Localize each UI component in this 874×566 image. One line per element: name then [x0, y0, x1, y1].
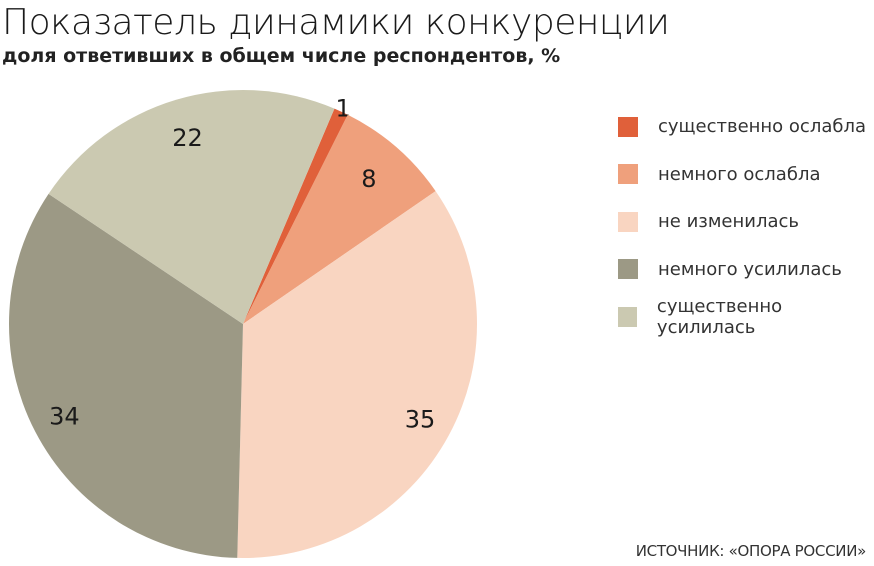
source-note: ИСТОЧНИК: «ОПОРА РОССИИ» — [635, 542, 867, 560]
data-label: 35 — [405, 406, 436, 434]
pie-slice — [243, 108, 348, 324]
pie-slice — [243, 114, 436, 324]
legend-item: существенно усилилась — [618, 293, 874, 341]
legend-label: немного ослабла — [658, 163, 821, 185]
pie-slice — [48, 90, 335, 324]
pie-slice — [237, 191, 478, 559]
legend-item: немного ослабла — [618, 151, 874, 199]
legend-label: не изменилась — [658, 211, 799, 233]
legend-item: не изменилась — [618, 198, 874, 246]
data-label: 34 — [49, 403, 80, 431]
data-label: 1 — [336, 95, 351, 123]
legend-swatch — [618, 259, 638, 280]
data-label: 22 — [172, 124, 203, 152]
legend-item: существенно ослабла — [618, 103, 874, 151]
legend-label: существенно усилилась — [656, 295, 783, 338]
legend-label: существенно ослабла — [658, 116, 866, 138]
legend: существенно ослабла немного ослабла не и… — [618, 103, 874, 341]
pie-slice — [8, 193, 244, 558]
legend-swatch — [618, 306, 637, 327]
legend-swatch — [618, 116, 638, 137]
legend-label: немного усилилась — [658, 258, 842, 280]
chart-subtitle: доля ответивших в общем числе респондент… — [2, 45, 561, 67]
legend-swatch — [618, 164, 638, 185]
chart-title: Показатель динамики конкуренции — [2, 2, 670, 43]
legend-item: немного усилилась — [618, 246, 874, 294]
legend-swatch — [618, 211, 638, 232]
data-label: 8 — [361, 165, 376, 193]
